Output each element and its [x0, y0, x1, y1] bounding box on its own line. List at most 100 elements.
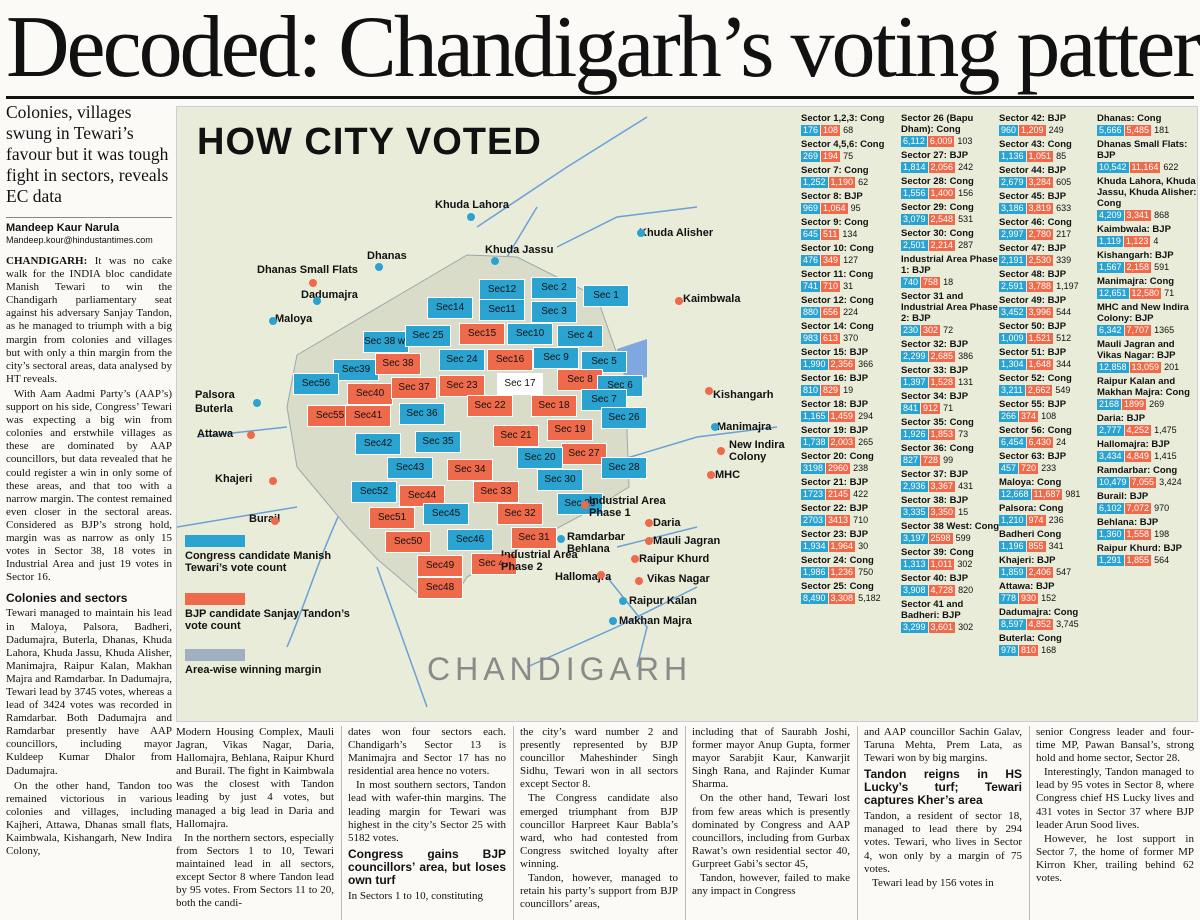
congress-votes: 1,986	[801, 567, 828, 578]
result-counts: 12,858 13,059 201	[1097, 362, 1197, 373]
result-entry: Attawa: BJP 778 930 152	[999, 581, 1099, 604]
congress-votes: 778	[999, 593, 1019, 604]
result-area-name: Sector 49: BJP	[999, 295, 1067, 306]
result-area-name: Sector 38 West: Cong	[901, 521, 1000, 532]
result-counts: 176 108 68	[801, 125, 901, 136]
sector-tile: Sec16	[487, 349, 533, 371]
bjp-votes: 108	[821, 125, 841, 136]
winning-margin: 68	[841, 125, 856, 136]
result-entry: Burail: BJP 6,102 7,072 970	[1097, 491, 1197, 514]
result-counts: 1,814 2,056 242	[901, 162, 1001, 173]
congress-votes: 457	[999, 463, 1019, 474]
congress-votes: 969	[801, 203, 821, 214]
result-area-name: Sector 15: BJP	[801, 347, 869, 358]
result-counts: 1,556 1,400 156	[901, 188, 1001, 199]
bjp-votes: 613	[821, 333, 841, 344]
result-area-name: Buterla: Cong	[999, 633, 1062, 644]
bjp-votes: 12,580	[1129, 288, 1162, 299]
result-entry: Sector 46: Cong 2,997 2,780 217	[999, 217, 1099, 240]
bjp-votes: 1,209	[1019, 125, 1046, 136]
winning-margin: 71	[1162, 288, 1177, 299]
winning-margin: 544	[1054, 307, 1074, 318]
result-counts: 1,986 1,236 750	[801, 567, 901, 578]
bjp-votes: 5,485	[1124, 125, 1152, 136]
road	[616, 526, 698, 548]
result-counts: 5,666 5,485 181	[1097, 125, 1197, 136]
bjp-votes: 2960	[826, 463, 851, 474]
result-entry: Maloya: Cong 12,668 11,687 981	[999, 477, 1099, 500]
result-area-name: Sector 44: BJP	[999, 165, 1067, 176]
location-dot	[375, 263, 383, 271]
winning-margin: 512	[1054, 333, 1074, 344]
winning-margin: 134	[840, 229, 860, 240]
result-counts: 6,342 7,707 1365	[1097, 325, 1197, 336]
result-area-name: Sector 1,2,3: Cong	[801, 113, 885, 124]
result-area-name: Sector 41 and Badheri: BJP	[901, 599, 964, 621]
bjp-votes: 1,459	[828, 411, 856, 422]
result-counts: 3198 2960 238	[801, 463, 901, 474]
bjp-votes: 1,064	[821, 203, 848, 214]
bjp-votes: 7,072	[1124, 503, 1152, 514]
result-entry: Sector 22: BJP 2703 3413 710	[801, 503, 901, 526]
result-area-name: MHC and New Indira Colony: BJP	[1097, 302, 1189, 324]
winning-margin: 103	[955, 136, 975, 147]
result-counts: 3,079 2,548 531	[901, 214, 1001, 225]
result-entry: Sector 32: BJP 2,299 2,685 386	[901, 339, 1001, 362]
bjp-votes: 1,400	[928, 188, 956, 199]
congress-votes: 8,597	[999, 619, 1026, 630]
headline-rule	[6, 96, 1194, 99]
result-area-name: Sector 32: BJP	[901, 339, 969, 350]
place-label: Buterla	[195, 403, 233, 415]
sector-tile: Sec 37	[391, 377, 437, 399]
bjp-votes: 810	[1019, 645, 1039, 656]
paragraph: In Sectors 1 to 10, constituting	[348, 889, 484, 902]
text-column: senior Congress leader and four-time MP,…	[1036, 726, 1194, 886]
result-counts: 6,112 6,009 103	[901, 136, 1001, 147]
left-column: Colonies, villages swung in Tewari’s fav…	[6, 100, 172, 920]
result-counts: 3,434 4,849 1,415	[1097, 451, 1197, 462]
column-rule	[857, 726, 858, 920]
sector-tile: Sec 32	[497, 503, 543, 525]
bjp-votes: 374	[1019, 411, 1039, 422]
result-entry: Sector 49: BJP 3,452 3,996 544	[999, 295, 1099, 318]
result-counts: 1,165 1,459 294	[801, 411, 901, 422]
bjp-votes: 7,055	[1129, 477, 1157, 488]
location-dot	[609, 617, 617, 625]
congress-votes: 983	[801, 333, 821, 344]
paragraph: dates won four sectors each. Chandigarh’…	[348, 726, 506, 778]
winning-margin: 970	[1152, 503, 1172, 514]
subhead: Tandon reigns in HS Lucky’s turf; Tewari…	[864, 767, 1022, 808]
location-dot	[645, 537, 653, 545]
congress-votes: 841	[901, 403, 921, 414]
winning-margin: 287	[956, 240, 976, 251]
legend-text: BJP candidate Sanjay Tandon’s vote count	[185, 608, 350, 632]
winning-margin: 242	[956, 162, 976, 173]
congress-votes: 3,434	[1097, 451, 1124, 462]
congress-votes: 6,454	[999, 437, 1026, 448]
result-counts: 2,191 2,530 339	[999, 255, 1099, 266]
result-counts: 3,197 2598 599	[901, 533, 1001, 544]
result-counts: 1,009 1,521 512	[999, 333, 1099, 344]
sector-tile: Sec45	[423, 503, 469, 525]
bjp-votes: 1,853	[928, 429, 956, 440]
result-entry: Palsora: Cong 1,210 974 236	[999, 503, 1099, 526]
sector-tile: Sec12	[479, 279, 525, 301]
paragraph: However, he lost support in Sector 7, th…	[1036, 832, 1194, 885]
paragraph: Tandon, however, failed to make any impa…	[692, 872, 850, 898]
bjp-votes: 930	[1019, 593, 1039, 604]
location-dot	[253, 399, 261, 407]
subhead: Congress gains BJP councillors’ area, bu…	[348, 846, 506, 887]
result-counts: 476 349 127	[801, 255, 901, 266]
road	[196, 426, 288, 438]
result-counts: 969 1,064 95	[801, 203, 901, 214]
bjp-votes: 3,819	[1026, 203, 1054, 214]
deck: Colonies, villages swung in Tewari’s fav…	[6, 102, 169, 206]
congress-votes: 3,452	[999, 307, 1026, 318]
location-dot	[269, 477, 277, 485]
result-area-name: Sector 43: Cong	[999, 139, 1072, 150]
result-entry: Raipur Khurd: BJP 1,291 1,855 564	[1097, 543, 1197, 566]
result-counts: 230 302 72	[901, 325, 1001, 336]
result-area-name: Sector 14: Cong	[801, 321, 874, 332]
congress-votes: 2,777	[1097, 425, 1124, 436]
paragraph: CHANDIGARH: It was no cake walk for the …	[6, 255, 172, 386]
